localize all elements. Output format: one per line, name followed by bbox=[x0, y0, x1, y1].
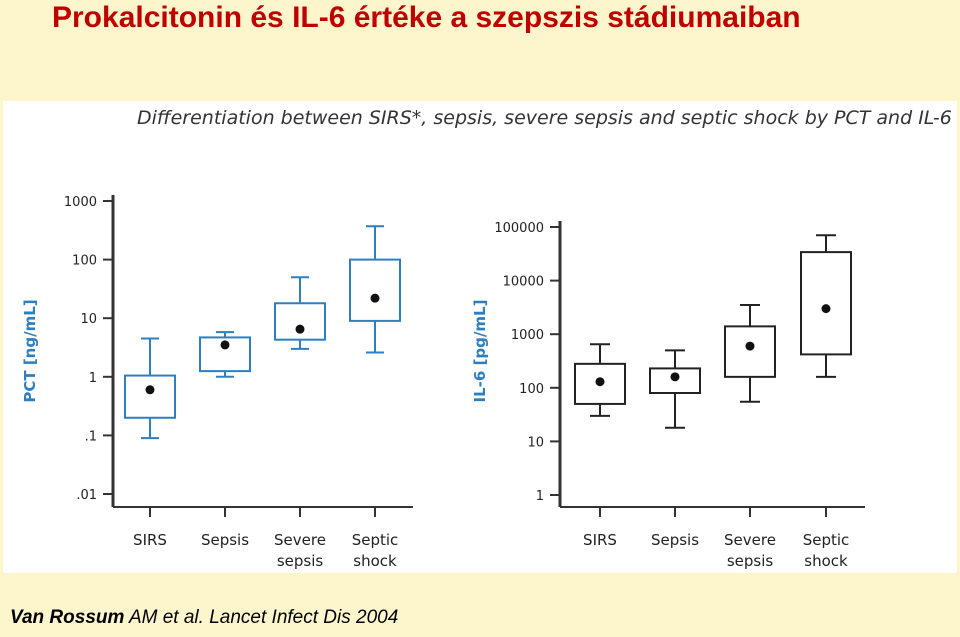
category-label-severe-sepsis: sepsis bbox=[727, 552, 774, 570]
box-septic-shock bbox=[349, 225, 401, 354]
y-tick-label: .01 bbox=[76, 488, 97, 503]
box-severe-sepsis bbox=[274, 276, 326, 350]
iqr-box bbox=[274, 302, 326, 341]
citation: Van Rossum AM et al. Lancet Infect Dis 2… bbox=[10, 606, 398, 630]
iqr-box bbox=[724, 325, 776, 378]
figure-panel: Differentiation between SIRS*, sepsis, s… bbox=[3, 101, 957, 573]
category-label-septic-shock: Septic bbox=[352, 531, 399, 549]
category-label-septic-shock: shock bbox=[353, 552, 397, 570]
figure-title: Differentiation between SIRS*, sepsis, s… bbox=[137, 107, 952, 129]
median-dot bbox=[670, 372, 680, 382]
category-label-sirs: SIRS bbox=[133, 531, 167, 549]
median-dot bbox=[595, 377, 605, 387]
y-tick-label: 1 bbox=[536, 489, 544, 504]
box-septic-shock bbox=[800, 234, 852, 378]
box-sirs bbox=[124, 337, 176, 440]
citation-author: Van Rossum bbox=[10, 607, 125, 628]
y-tick-label: 10000 bbox=[503, 275, 544, 290]
box-plot-figure: Differentiation between SIRS*, sepsis, s… bbox=[21, 107, 952, 570]
y-tick-label: 1000 bbox=[511, 328, 544, 343]
y-axis-label: IL-6 [pg/mL] bbox=[471, 300, 489, 403]
category-label-severe-sepsis: Severe bbox=[724, 531, 776, 549]
box-sirs bbox=[574, 343, 626, 417]
category-label-sepsis: Sepsis bbox=[651, 531, 699, 549]
pct-chart: .01 .1 1 10 100 1000 PCT [ng/mL] SIRS Sepsis Seve… bbox=[21, 195, 413, 570]
y-tick-label: 100 bbox=[72, 254, 97, 269]
y-tick-label: 10 bbox=[80, 312, 97, 327]
y-tick-label: 10 bbox=[527, 435, 544, 450]
il6-chart: 1 10 100 1000 10000 100000 IL-6 [pg/mL] SIRS Sep… bbox=[471, 221, 865, 570]
category-label-septic-shock: shock bbox=[804, 552, 848, 570]
median-dot bbox=[745, 341, 755, 351]
y-tick-label: 1 bbox=[89, 371, 97, 386]
box-sepsis bbox=[199, 331, 251, 378]
category-label-severe-sepsis: sepsis bbox=[277, 552, 324, 570]
category-label-sepsis: Sepsis bbox=[201, 531, 249, 549]
citation-rest: AM et al. Lancet Infect Dis 2004 bbox=[124, 607, 399, 628]
iqr-box bbox=[349, 258, 401, 322]
slide-title: Prokalcitonin és IL-6 értéke a szepszis … bbox=[52, 1, 801, 34]
iqr-box bbox=[124, 374, 176, 419]
median-dot bbox=[821, 304, 831, 314]
box-sepsis bbox=[649, 349, 701, 429]
y-axis-label: PCT [ng/mL] bbox=[21, 299, 39, 402]
category-label-septic-shock: Septic bbox=[803, 531, 850, 549]
chart-layer: .01 .1 1 10 100 1000 PCT [ng/mL] SIRS Sepsis Seve… bbox=[21, 195, 865, 570]
median-dot bbox=[220, 340, 230, 350]
y-tick-label: 100 bbox=[519, 382, 544, 397]
y-tick-label: 100000 bbox=[494, 221, 544, 236]
median-dot bbox=[370, 293, 380, 303]
y-tick-label: 1000 bbox=[64, 195, 97, 210]
box-severe-sepsis bbox=[724, 304, 776, 403]
y-tick-label: .1 bbox=[85, 429, 97, 444]
median-dot bbox=[145, 385, 155, 395]
median-dot bbox=[295, 324, 305, 334]
category-label-sirs: SIRS bbox=[583, 531, 617, 549]
iqr-box bbox=[800, 251, 852, 356]
category-label-severe-sepsis: Severe bbox=[274, 531, 326, 549]
